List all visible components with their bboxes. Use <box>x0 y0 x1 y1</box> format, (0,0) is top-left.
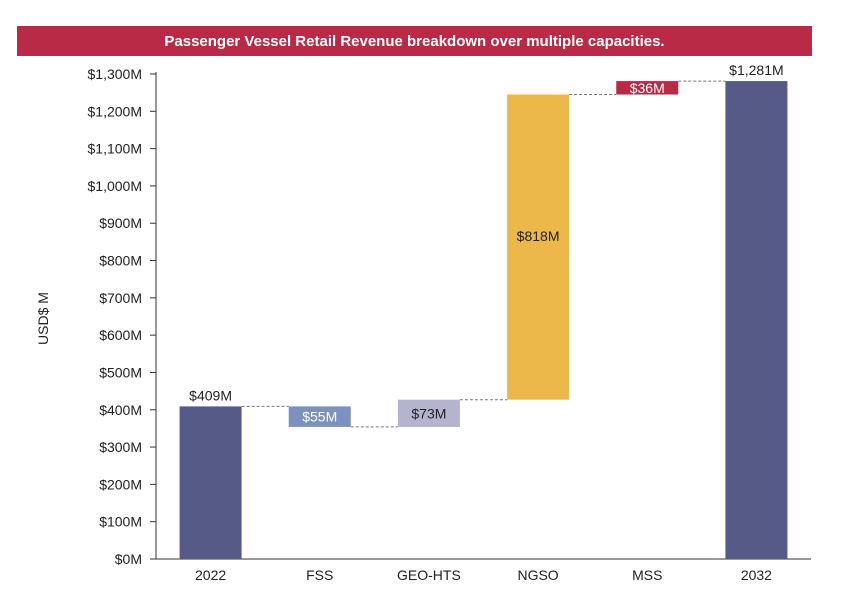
data-label: $1,281M <box>729 62 783 78</box>
y-tick-label: $1,000M <box>88 178 142 194</box>
bar-mss <box>616 81 679 95</box>
y-tick-label: $100M <box>99 514 142 530</box>
x-tick-label: 2032 <box>741 567 772 583</box>
y-tick-label: $800M <box>99 253 142 269</box>
y-tick-label: $500M <box>99 364 142 380</box>
bar-fss <box>288 406 351 427</box>
x-tick-label: MSS <box>632 567 662 583</box>
x-tick-label: FSS <box>306 567 333 583</box>
x-tick-label: NGSO <box>517 567 558 583</box>
x-tick-label: GEO-HTS <box>397 567 461 583</box>
y-tick-label: $200M <box>99 476 142 492</box>
data-label: $409M <box>189 387 232 403</box>
y-tick-label: $400M <box>99 402 142 418</box>
chart-title: Passenger Vessel Retail Revenue breakdow… <box>17 26 812 56</box>
data-label: $73M <box>411 405 446 421</box>
bar-2032 <box>725 81 788 559</box>
y-axis-label: USD$ M <box>35 292 51 345</box>
bar-2022 <box>179 406 242 559</box>
data-label: $818M <box>517 228 560 244</box>
y-tick-label: $1,200M <box>88 103 142 119</box>
y-tick-label: $900M <box>99 215 142 231</box>
y-tick-label: $1,100M <box>88 141 142 157</box>
y-tick-label: $0M <box>115 551 142 567</box>
data-label: $55M <box>302 409 337 425</box>
y-tick-label: $1,300M <box>88 66 142 82</box>
bar-ngso <box>507 94 570 400</box>
y-tick-label: $300M <box>99 439 142 455</box>
y-tick-label: $700M <box>99 290 142 306</box>
x-tick-label: 2022 <box>195 567 226 583</box>
bar-geo-hts <box>397 399 460 427</box>
data-label: $36M <box>630 80 665 96</box>
y-tick-label: $600M <box>99 327 142 343</box>
